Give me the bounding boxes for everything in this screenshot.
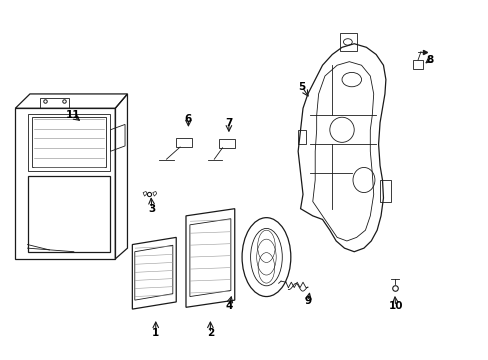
Text: 10: 10 <box>387 301 402 311</box>
Text: 2: 2 <box>206 328 214 338</box>
Text: 4: 4 <box>225 301 232 311</box>
Bar <box>219 139 234 148</box>
Text: 11: 11 <box>65 111 80 121</box>
Text: 3: 3 <box>148 204 155 214</box>
Text: 6: 6 <box>184 114 192 124</box>
Text: 9: 9 <box>304 296 311 306</box>
Text: 7: 7 <box>225 118 232 128</box>
Bar <box>412 60 423 69</box>
Text: 5: 5 <box>298 82 305 92</box>
Bar <box>176 138 191 147</box>
Text: 8: 8 <box>426 55 432 65</box>
Text: 1: 1 <box>152 328 159 338</box>
